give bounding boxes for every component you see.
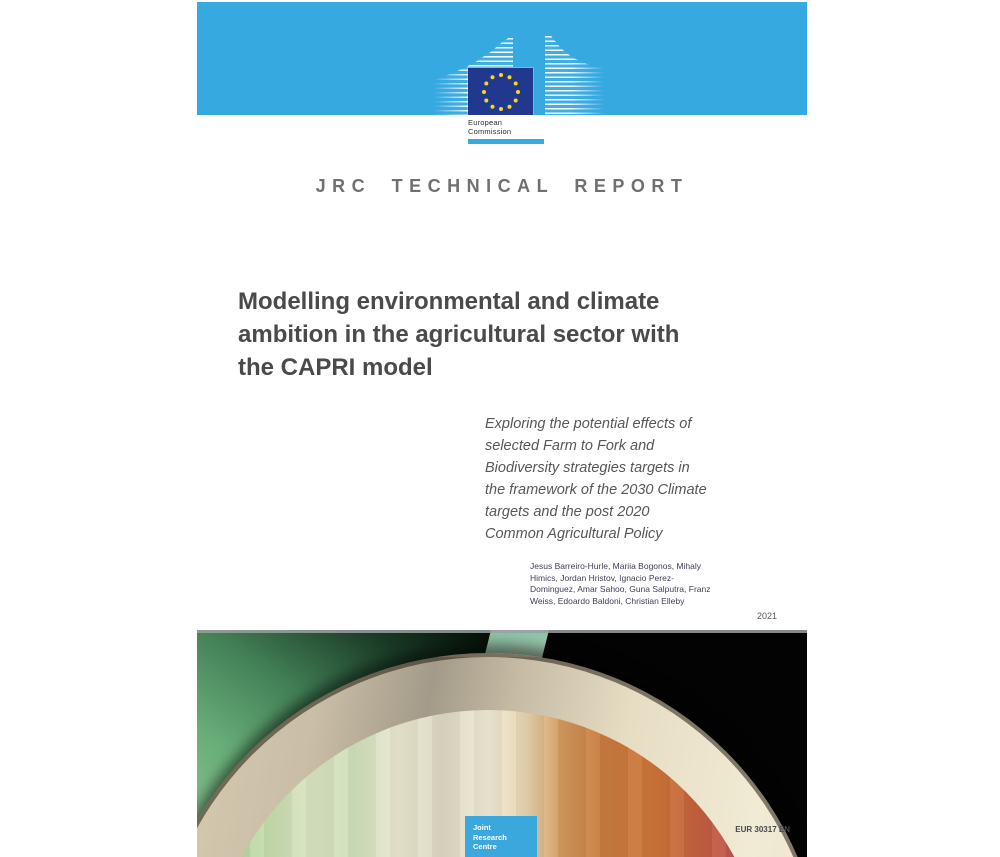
commission-wordmark: European Commission bbox=[468, 118, 512, 136]
report-subtitle: Exploring the potential effects of selec… bbox=[485, 416, 707, 542]
jrc-badge: Joint Research Centre bbox=[465, 816, 537, 857]
report-title: Modelling environmental and climate ambi… bbox=[238, 288, 680, 381]
cover-content: European Commission JRC TECHNICAL REPORT… bbox=[197, 0, 807, 857]
eu-flag-icon bbox=[468, 68, 533, 115]
author-list: Jesus Barreiro-Hurle, Mariia Bogonos, Mi… bbox=[530, 561, 711, 606]
report-type-heading: JRC TECHNICAL REPORT bbox=[315, 176, 689, 196]
cover-photo-top-edge bbox=[197, 630, 807, 633]
eu-stars-icon bbox=[499, 90, 503, 94]
report-number: EUR 30317 EN bbox=[735, 825, 790, 834]
commission-building-graphic-right bbox=[545, 36, 607, 115]
cover-photo: Joint Research Centre EUR 30317 EN bbox=[197, 630, 807, 857]
logo-underline-bar bbox=[468, 139, 544, 144]
header-band bbox=[197, 2, 807, 115]
publication-year: 2021 bbox=[756, 611, 777, 621]
